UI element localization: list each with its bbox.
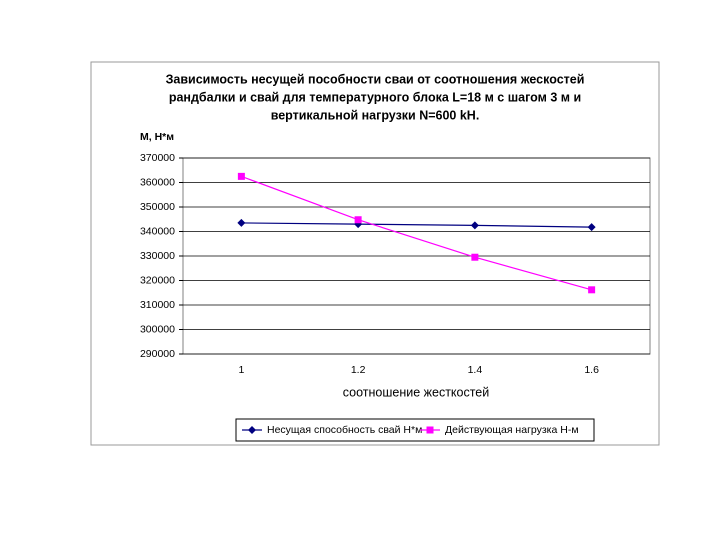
data-point	[471, 253, 479, 261]
y-tick-label: 330000	[140, 250, 175, 262]
y-tick-label: 360000	[140, 176, 175, 188]
chart-title: Зависимость несущей пособности сваи от с…	[166, 72, 585, 86]
x-axis-label: соотношение жесткостей	[343, 385, 490, 399]
data-point	[587, 223, 596, 232]
y-tick-label: 310000	[140, 299, 175, 311]
data-point	[354, 216, 362, 224]
y-tick-label: 320000	[140, 274, 175, 286]
y-tick-label: 350000	[140, 201, 175, 213]
legend	[235, 418, 595, 442]
series-line	[241, 175, 592, 291]
y-tick-label: 340000	[140, 225, 175, 237]
data-point	[470, 221, 479, 230]
legend-marker	[426, 426, 434, 434]
chart-title: вертикальной нагрузки N=600 kH.	[271, 108, 480, 122]
data-point	[237, 172, 245, 180]
legend-marker	[248, 426, 256, 434]
data-point	[237, 218, 246, 227]
x-tick-label: 1	[238, 364, 244, 376]
legend-label: Действующая нагрузка Н-м	[445, 424, 579, 436]
y-axis-label: М, Н*м	[140, 131, 174, 143]
x-tick-label: 1.6	[584, 364, 599, 376]
x-tick-label: 1.2	[351, 364, 366, 376]
y-tick-label: 370000	[140, 152, 175, 164]
x-tick-label: 1.4	[468, 364, 483, 376]
series-line	[241, 222, 592, 228]
chart-title: рандбалки и свай для температурного блок…	[169, 90, 581, 104]
y-tick-label: 300000	[140, 323, 175, 335]
data-point	[588, 286, 596, 294]
legend-label: Несущая способность свай Н*м	[267, 424, 422, 436]
y-tick-label: 290000	[140, 348, 175, 360]
